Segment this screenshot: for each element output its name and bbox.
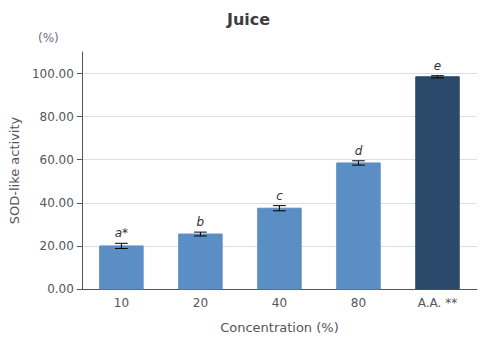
svg-text:e: e [434,59,441,73]
svg-text:SOD-like activity: SOD-like activity [7,116,22,224]
svg-text:b: b [197,215,205,229]
svg-text:d: d [355,144,363,158]
svg-text:40: 40 [272,296,287,310]
svg-text:A.A. **: A.A. ** [418,296,457,310]
svg-text:80.00: 80.00 [40,110,74,124]
svg-text:0.00: 0.00 [47,282,74,296]
svg-text:80: 80 [351,296,366,310]
svg-text:40.00: 40.00 [40,196,74,210]
svg-text:60.00: 60.00 [40,153,74,167]
svg-text:20: 20 [193,296,208,310]
svg-text:10: 10 [114,296,129,310]
svg-text:Juice: Juice [226,10,270,29]
svg-text:c: c [276,189,283,203]
svg-text:a*: a* [115,226,128,240]
svg-text:100.00: 100.00 [32,67,74,81]
svg-text:(%): (%) [38,31,59,45]
svg-text:Concentration (%): Concentration (%) [220,320,339,335]
svg-text:20.00: 20.00 [40,239,74,253]
